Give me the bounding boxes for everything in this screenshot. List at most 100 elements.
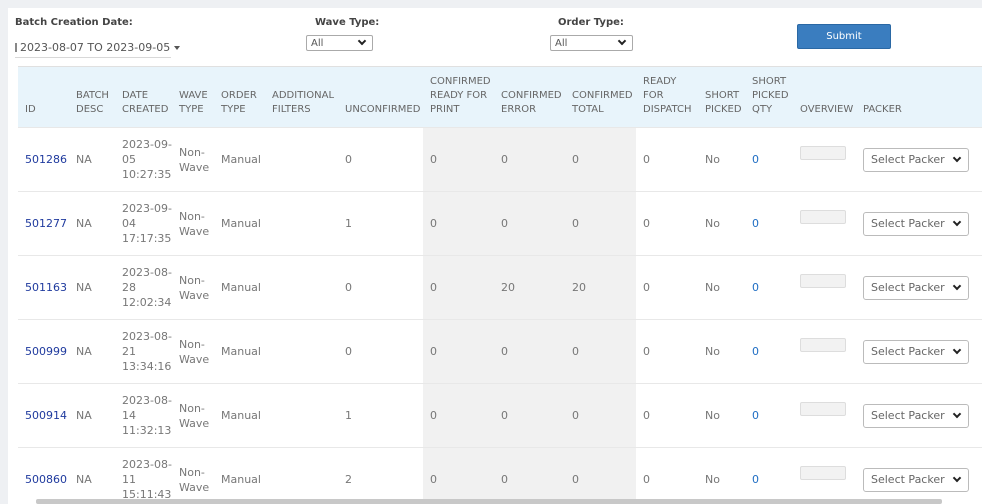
short-picked-qty-link[interactable]: 0 <box>752 153 759 166</box>
packer-select[interactable]: Select Packer <box>863 403 969 428</box>
batch-desc-cell: NA <box>76 281 92 294</box>
unconfirmed-cell: 0 <box>345 281 352 294</box>
confirmed-total-cell: 0 <box>572 409 579 422</box>
date-created-cell: 2023-09-04 17:17:35 <box>115 191 172 256</box>
table-row: 500999 NA 2023-08-21 13:34:16 Non-Wave Manua… <box>18 319 982 384</box>
additional-filters-cell <box>265 255 338 320</box>
confirmed-ready-print-cell: 0 <box>423 127 494 192</box>
batch-id-link[interactable]: 500860 <box>25 473 67 487</box>
wave-type-cell: Non-Wave <box>179 401 210 430</box>
order-type-cell: Manual <box>221 217 261 230</box>
overview-cell <box>793 191 856 256</box>
batch-id-link[interactable]: 501163 <box>25 281 67 294</box>
confirmed-error-cell: 0 <box>501 409 508 422</box>
batch-date-range-picker[interactable]: 2023-08-07 TO 2023-09-05 <box>15 38 181 58</box>
date-created-cell: 2023-09-05 10:27:35 <box>115 127 172 192</box>
batch-desc-cell: NA <box>69 447 115 504</box>
packer-select[interactable]: Select Packer <box>863 147 969 172</box>
col-header[interactable]: READY FOR DISPATCH <box>636 66 698 128</box>
col-header[interactable]: BATCH DESC <box>69 66 115 128</box>
col-header[interactable]: CONFIRMED ERROR <box>494 66 565 128</box>
col-header[interactable]: OVERVIEW <box>793 66 856 128</box>
col-header[interactable]: UNCONFIRMED <box>338 66 423 128</box>
col-header[interactable]: DATE CREATED <box>115 66 172 128</box>
short-picked-qty-link[interactable]: 0 <box>752 409 759 422</box>
date-created-cell: 2023-08-21 13:34:16 <box>122 330 172 373</box>
confirmed-total-cell: 0 <box>572 153 579 166</box>
short-picked-qty-link[interactable]: 0 <box>752 217 759 230</box>
overview-button[interactable] <box>800 466 846 481</box>
overview-button[interactable] <box>800 274 846 288</box>
wave-type-value: All <box>311 37 324 49</box>
overview-button[interactable] <box>800 210 846 224</box>
col-header[interactable]: ID <box>18 66 69 128</box>
short-picked-qty-cell: 0 <box>745 255 793 320</box>
overview-button[interactable] <box>800 338 846 352</box>
order-type-select[interactable]: All <box>550 35 633 51</box>
date-created-cell: 2023-08-28 12:02:34 <box>115 255 172 320</box>
ready-dispatch-cell: 0 <box>643 473 650 487</box>
overview-button[interactable] <box>800 146 846 160</box>
packer-select[interactable]: Select Packer <box>863 467 969 492</box>
col-header[interactable]: ORDER TYPE <box>214 66 265 128</box>
wave-type-label: Wave Type: <box>315 17 380 28</box>
packer-select[interactable]: Select Packer <box>863 275 969 300</box>
ready-dispatch-cell: 0 <box>643 153 650 166</box>
confirmed-ready-print-cell: 0 <box>423 447 494 504</box>
confirmed-error-cell: 0 <box>494 127 565 192</box>
short-picked-qty-cell: 0 <box>745 319 793 384</box>
wave-type-select[interactable]: All <box>306 35 373 51</box>
confirmed-total-cell: 0 <box>565 191 636 256</box>
batch-id-cell: 500999 <box>18 319 69 384</box>
packer-select[interactable]: Select Packer <box>863 339 969 364</box>
confirmed-error-cell: 0 <box>494 191 565 256</box>
batch-id-link[interactable]: 501286 <box>25 153 67 166</box>
order-type-value: All <box>555 37 568 49</box>
order-type-cell: Manual <box>214 447 265 504</box>
col-header[interactable]: WAVE TYPE <box>172 66 214 128</box>
short-picked-qty-link[interactable]: 0 <box>752 281 759 294</box>
confirmed-total-cell: 0 <box>572 217 579 230</box>
short-picked-qty-link[interactable]: 0 <box>752 345 759 358</box>
packer-select[interactable]: Select Packer <box>863 211 969 236</box>
col-header[interactable]: CONFIRMED READY FOR PRINT <box>423 66 494 128</box>
confirmed-total-cell: 0 <box>572 345 579 358</box>
packer-cell: Select Packer <box>856 447 982 504</box>
ready-dispatch-cell: 0 <box>636 191 698 256</box>
batch-id-link[interactable]: 500999 <box>25 345 67 358</box>
overview-cell <box>793 447 856 504</box>
batch-id-link[interactable]: 501277 <box>25 217 67 230</box>
table-row: 501163 NA 2023-08-28 12:02:34 Non-Wave Manua… <box>18 255 982 320</box>
horizontal-scrollbar[interactable] <box>36 499 942 504</box>
wave-type-cell: Non-Wave <box>172 127 214 192</box>
confirmed-error-cell: 0 <box>501 217 508 230</box>
date-created-cell: 2023-08-11 15:11:43 <box>122 458 172 502</box>
short-picked-cell: No <box>698 127 745 192</box>
calendar-icon <box>15 43 17 52</box>
short-picked-cell: No <box>698 191 745 256</box>
col-header[interactable]: CONFIRMED TOTAL <box>565 66 636 128</box>
col-header[interactable]: SHORT PICKED QTY <box>745 66 793 128</box>
batch-desc-cell: NA <box>69 191 115 256</box>
col-header[interactable]: ADDITIONAL FILTERS <box>265 66 338 128</box>
overview-button[interactable] <box>800 402 846 416</box>
short-picked-cell: No <box>698 319 745 384</box>
packer-cell: Select Packer <box>856 127 982 192</box>
additional-filters-cell <box>265 319 338 384</box>
chevron-down-icon <box>952 153 962 162</box>
batch-id-link[interactable]: 500914 <box>25 409 67 422</box>
unconfirmed-cell: 0 <box>345 345 352 358</box>
packer-select-value: Select Packer <box>871 345 945 358</box>
unconfirmed-cell: 2 <box>345 473 352 487</box>
batch-table: ID BATCH DESC DATE CREATED WAVE TYPE ORD… <box>18 66 982 504</box>
submit-button[interactable]: Submit <box>797 24 891 49</box>
batch-date-label: Batch Creation Date: <box>15 17 133 28</box>
short-picked-qty-link[interactable]: 0 <box>752 473 759 487</box>
additional-filters-cell <box>265 191 338 256</box>
overview-cell <box>793 255 856 320</box>
packer-select-value: Select Packer <box>871 153 945 166</box>
unconfirmed-cell: 0 <box>338 255 423 320</box>
wave-type-cell: Non-Wave <box>172 447 214 504</box>
col-header[interactable]: PACKER <box>856 66 982 128</box>
col-header[interactable]: SHORT PICKED <box>698 66 745 128</box>
